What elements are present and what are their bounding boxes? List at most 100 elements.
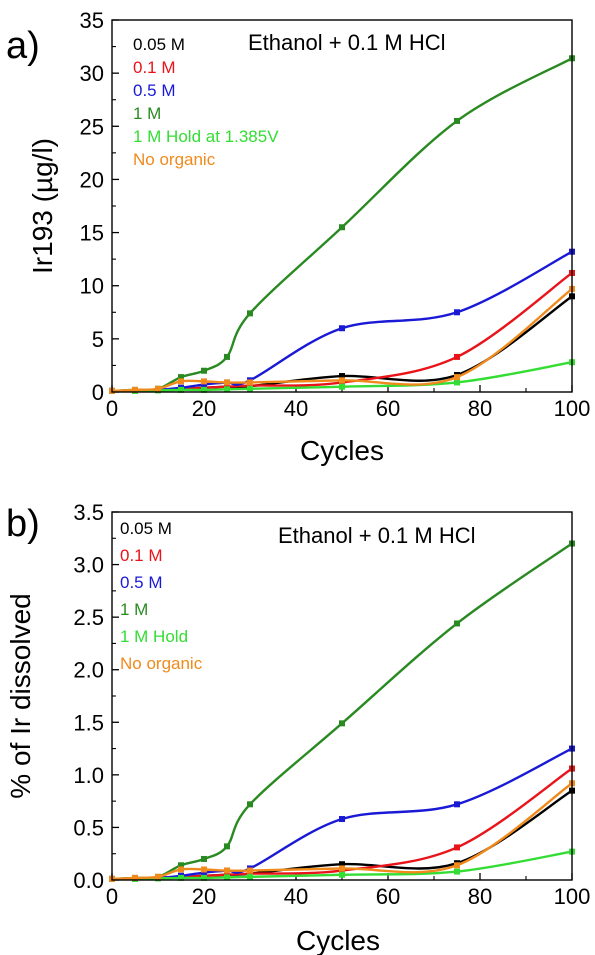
panel-a: a) 0 20 40 60 80 100 0 5 10 15 20 25 30 35 0.05 M 0.1 M… bbox=[6, 8, 590, 466]
panel-a-data-point bbox=[454, 117, 460, 124]
panel-a-legend-entry: 1 M bbox=[133, 104, 161, 123]
panel-a-legend-entry: 0.05 M bbox=[133, 35, 185, 54]
panel-b-data-point bbox=[454, 862, 460, 869]
panel-a-legend-entry: 1 M Hold at 1.385V bbox=[133, 127, 279, 146]
panel-a-title: Ethanol + 0.1 M HCl bbox=[248, 30, 445, 55]
panel-a-plot-area: 0 20 40 60 80 100 0 5 10 15 20 25 30 35 0.05 M 0.1 M 0.5… bbox=[80, 8, 591, 421]
panel-b-data-point bbox=[247, 873, 253, 880]
panel-a-data-point bbox=[454, 379, 460, 386]
panel-a-y-tick-label: 15 bbox=[80, 221, 104, 246]
panel-b-data-point bbox=[224, 843, 230, 850]
panel-b-legend-entry: 0.1 M bbox=[120, 546, 163, 565]
panel-a-data-point bbox=[454, 309, 460, 316]
panel-b-legend-entry: No organic bbox=[120, 654, 203, 673]
panel-b-y-tick-label: 1.0 bbox=[73, 763, 104, 788]
panel-a-data-point bbox=[339, 325, 345, 332]
panel-b-data-point bbox=[201, 869, 207, 876]
panel-a-legend-entry: 0.1 M bbox=[133, 58, 176, 77]
panel-a-data-point bbox=[178, 378, 184, 385]
panel-b-data-point bbox=[201, 855, 207, 862]
panel-a-data-point bbox=[247, 385, 253, 392]
panel-a-data-point bbox=[155, 385, 161, 392]
panel-b-title: Ethanol + 0.1 M HCl bbox=[278, 523, 475, 548]
panel-a-legend-entry: 0.5 M bbox=[133, 81, 176, 100]
panel-b-data-point bbox=[155, 873, 161, 880]
panel-a-x-tick-label: 40 bbox=[284, 396, 308, 421]
panel-a-y-axis-label: Ir193 (µg/l) bbox=[27, 138, 58, 274]
panel-a-y-tick-label: 0 bbox=[92, 380, 104, 405]
panel-a-data-point bbox=[224, 386, 230, 393]
panel-b-x-axis-label: Cycles bbox=[296, 925, 380, 955]
panel-b-legend-entry: 1 M Hold bbox=[120, 627, 188, 646]
panel-a-x-axis-label: Cycles bbox=[300, 435, 384, 466]
panel-b-series-line bbox=[111, 542, 573, 881]
panel-b-data-point bbox=[132, 874, 138, 881]
panel-b-data-point bbox=[178, 862, 184, 869]
panel-b-x-tick-label: 0 bbox=[106, 884, 118, 909]
panel-b-data-point bbox=[454, 844, 460, 851]
panel-a-x-tick-label: 20 bbox=[192, 396, 216, 421]
panel-a-x-tick-label: 0 bbox=[106, 396, 118, 421]
panel-b-data-point bbox=[201, 866, 207, 873]
panel-a-legend-entry: No organic bbox=[133, 150, 216, 169]
panel-b-data-point bbox=[178, 866, 184, 873]
panel-a-y-tick-label: 20 bbox=[80, 167, 104, 192]
panel-a-y-tick-label: 5 bbox=[92, 327, 104, 352]
panel-a-x-tick-label: 60 bbox=[376, 396, 400, 421]
panel-b-y-tick-label: 2.0 bbox=[73, 658, 104, 683]
panel-b-y-tick-label: 0.5 bbox=[73, 815, 104, 840]
panel-b-data-point bbox=[201, 874, 207, 881]
panel-b-data-point bbox=[339, 720, 345, 727]
panel-a-y-tick-label: 30 bbox=[80, 61, 104, 86]
panel-b-data-point bbox=[178, 874, 184, 881]
panel-a-data-point bbox=[224, 379, 230, 386]
panel-b-y-tick-label: 1.5 bbox=[73, 710, 104, 735]
panel-a-data-point bbox=[178, 374, 184, 381]
panel-b-x-tick-label: 40 bbox=[284, 884, 308, 909]
panel-b-data-point bbox=[224, 867, 230, 874]
panel-b-data-point bbox=[454, 868, 460, 875]
panel-b-axes-frame bbox=[111, 511, 573, 881]
panel-b-y-axis-label: % of Ir dissolved bbox=[5, 593, 36, 798]
panel-b-data-point bbox=[247, 870, 253, 877]
panel-a-axes-frame bbox=[111, 19, 573, 393]
panel-b-series-line bbox=[111, 747, 573, 881]
panel-a-data-point bbox=[201, 367, 207, 374]
panel-b-y-tick-label: 3.0 bbox=[73, 553, 104, 578]
panel-b-data-point bbox=[339, 865, 345, 872]
panel-b-y-tick-label: 3.5 bbox=[73, 500, 104, 525]
panel-a-data-point bbox=[339, 383, 345, 390]
panel-b-label: b) bbox=[6, 503, 40, 545]
panel-a-data-point bbox=[454, 353, 460, 360]
panel-a-data-point bbox=[339, 377, 345, 384]
panel-b-data-point bbox=[339, 871, 345, 878]
panel-b-data-point bbox=[454, 801, 460, 808]
panel-b-plot-area: 0 20 40 60 80 100 0.0 0.5 1.0 1.5 2.0 2.5 3.0 3.5 0.05… bbox=[73, 500, 590, 909]
panel-b-x-tick-label: 100 bbox=[554, 884, 591, 909]
panel-a-x-tick-label: 80 bbox=[468, 396, 492, 421]
panel-a-data-point bbox=[339, 224, 345, 231]
panel-b-data-point bbox=[339, 816, 345, 823]
panel-b-y-tick-label: 2.5 bbox=[73, 605, 104, 630]
panel-b-x-tick-label: 60 bbox=[376, 884, 400, 909]
panel-a-data-point bbox=[247, 382, 253, 389]
panel-b-legend-entry: 0.05 M bbox=[120, 519, 172, 538]
panel-b-y-tick-label: 0.0 bbox=[73, 868, 104, 893]
panel-b-data-point bbox=[339, 861, 345, 868]
panel-a-data-point bbox=[201, 378, 207, 385]
panel-a-x-tick-label: 100 bbox=[554, 396, 591, 421]
panel-b-data-point bbox=[224, 874, 230, 881]
panel-a-data-point bbox=[454, 374, 460, 381]
panel-a-data-point bbox=[178, 386, 184, 393]
panel-a-data-point bbox=[247, 310, 253, 317]
panel-a-y-tick-label: 25 bbox=[80, 114, 104, 139]
panel-a-data-point bbox=[247, 379, 253, 386]
panel-b: b) 0 20 40 60 80 1000.00.51.01.52.02.53.03.50… bbox=[5, 500, 590, 955]
panel-b-data-point bbox=[454, 620, 460, 627]
panel-a-series-line bbox=[111, 250, 573, 393]
panel-b-data-point bbox=[247, 867, 253, 874]
panel-a-data-point bbox=[224, 353, 230, 360]
panel-a-y-tick-label: 35 bbox=[80, 8, 104, 33]
panel-b-data-point bbox=[247, 801, 253, 808]
